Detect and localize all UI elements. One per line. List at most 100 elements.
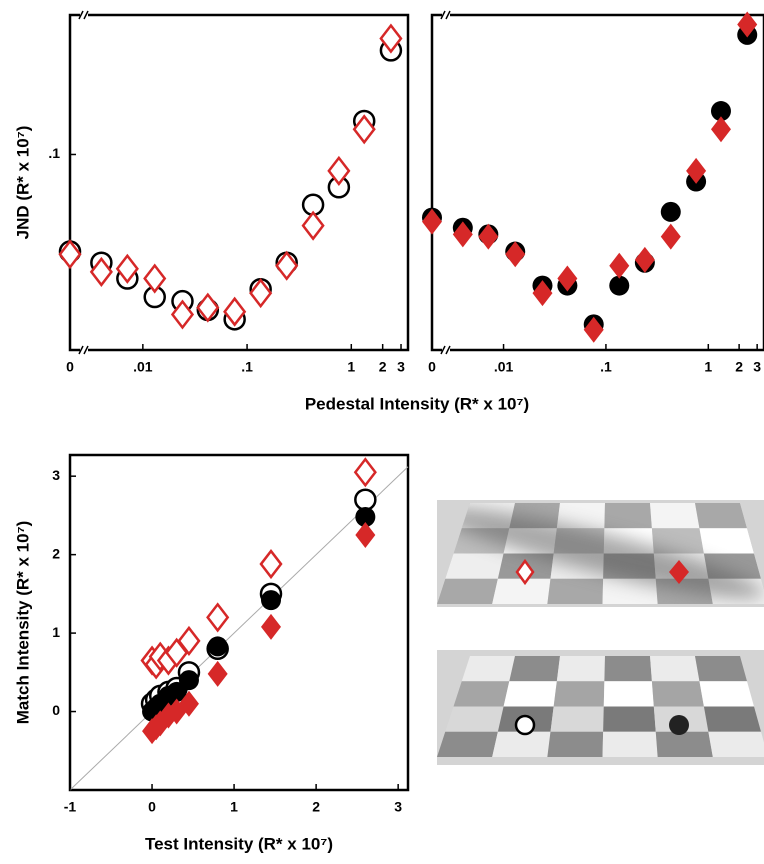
x-tick-label: 2 <box>312 799 320 815</box>
diamond-marker <box>260 613 281 640</box>
diamond-icon <box>515 558 535 586</box>
axis-break <box>78 345 84 355</box>
circle-marker <box>660 201 681 222</box>
checker-square <box>651 528 704 554</box>
diamond-marker <box>223 296 247 327</box>
checker-square <box>602 578 658 604</box>
axis-break <box>442 11 450 19</box>
diamond-marker <box>422 208 442 235</box>
x-tick-label: 0 <box>148 799 156 815</box>
diamond-marker <box>583 316 604 343</box>
x-tick-label: .01 <box>494 359 514 375</box>
checker-square <box>650 503 700 529</box>
checker-square <box>547 731 604 757</box>
checker-square <box>437 731 498 757</box>
circle-marker <box>355 506 376 527</box>
axis-break <box>78 10 84 20</box>
circle-icon <box>669 715 689 735</box>
diamond-marker <box>206 602 230 633</box>
y-axis-label: Match Intensity (R* x 10⁷) <box>13 521 32 725</box>
plot-frame <box>430 13 764 352</box>
diamond-marker <box>143 263 167 294</box>
checker-square <box>655 731 713 757</box>
x-axis-label: Pedestal Intensity (R* x 10⁷) <box>305 394 529 413</box>
x-tick-label: 1 <box>704 359 712 375</box>
diamond-marker <box>686 157 707 184</box>
checker-square <box>553 681 605 707</box>
y-tick-label: .1 <box>48 145 60 161</box>
diamond-marker <box>355 522 376 549</box>
checker-square <box>602 731 658 757</box>
diamond-marker <box>352 114 376 145</box>
identity-line <box>69 466 409 791</box>
diamond-marker <box>301 210 325 241</box>
diamond-marker <box>379 23 403 54</box>
diamond-marker <box>710 116 731 143</box>
diamond-marker <box>452 221 473 248</box>
x-tick-label: 0 <box>66 359 74 375</box>
y-tick-label: 3 <box>52 467 60 483</box>
diamond-marker <box>89 256 113 287</box>
illustration <box>437 500 764 765</box>
x-tick-label: .1 <box>241 359 253 375</box>
axis-break <box>445 10 451 20</box>
y-tick-label: 2 <box>52 545 60 561</box>
x-tick-label: 3 <box>394 799 402 815</box>
checker-square <box>699 681 754 707</box>
y-tick-label: 1 <box>52 624 60 640</box>
y-axis-label: JND (R* x 10⁷) <box>13 126 32 240</box>
circle-marker <box>178 670 199 691</box>
x-axis-label: Test Intensity (R* x 10⁷) <box>145 834 333 853</box>
plot-frame <box>68 13 410 352</box>
checker-square <box>509 656 560 682</box>
diamond-marker <box>275 250 299 281</box>
circle-marker <box>207 636 228 657</box>
axis-break <box>442 346 450 354</box>
x-tick-label: 3 <box>753 359 761 375</box>
diamond-marker <box>178 690 199 717</box>
checker-square <box>453 681 510 707</box>
x-tick-label: 2 <box>379 359 387 375</box>
checker-square <box>445 706 504 732</box>
checker-square <box>492 578 551 604</box>
axis-break <box>445 345 451 355</box>
axis-break <box>440 345 446 355</box>
checker-square <box>445 553 504 579</box>
circle-icon <box>514 714 536 736</box>
diamond-marker <box>505 241 526 268</box>
x-tick-label: -1 <box>64 799 77 815</box>
circle-marker <box>609 275 630 296</box>
diamond-marker <box>115 253 139 284</box>
checker-square <box>604 503 652 529</box>
checker-square <box>708 731 764 757</box>
diamond-marker <box>634 246 655 273</box>
checker-square <box>604 656 652 682</box>
diamond-marker <box>609 252 630 279</box>
diamond-marker <box>532 280 553 307</box>
checker-square <box>695 503 747 529</box>
checker-square <box>547 578 604 604</box>
checkerboard <box>437 656 764 757</box>
x-tick-label: 2 <box>735 359 743 375</box>
checker-square <box>556 656 605 682</box>
x-tick-label: 0 <box>428 359 436 375</box>
x-tick-label: 3 <box>397 359 405 375</box>
checker-square <box>556 503 605 529</box>
axis-break <box>80 346 88 354</box>
diamond-marker <box>353 457 377 488</box>
axis-break <box>83 345 89 355</box>
diamond-icon <box>669 560 689 584</box>
diamond-marker <box>259 549 283 580</box>
diamond-marker <box>327 155 351 186</box>
x-tick-label: .1 <box>600 359 612 375</box>
checker-square <box>650 656 700 682</box>
checker-square <box>461 656 515 682</box>
plot-frame <box>68 453 410 792</box>
diamond-marker <box>177 625 201 656</box>
y-tick-label: 0 <box>52 702 60 718</box>
x-tick-label: 1 <box>230 799 238 815</box>
checker-square <box>703 706 761 732</box>
checker-square <box>550 706 604 732</box>
diamond-marker <box>660 223 681 250</box>
